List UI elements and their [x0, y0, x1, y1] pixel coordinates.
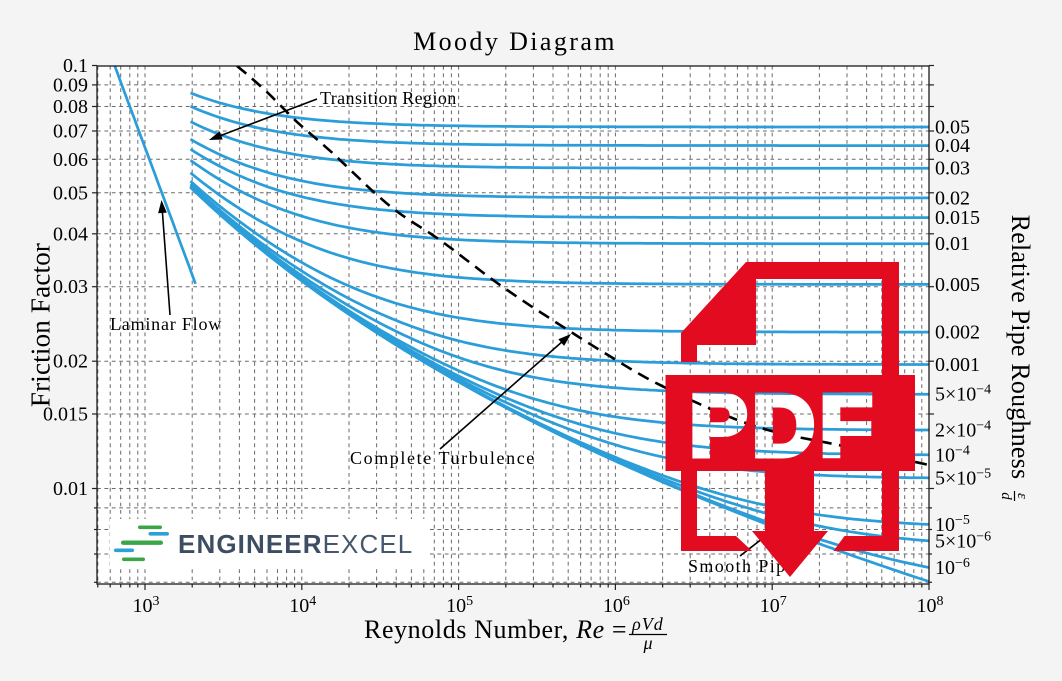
svg-text:0.04: 0.04 [53, 223, 88, 245]
svg-text:0.002: 0.002 [935, 322, 980, 344]
svg-text:Smooth Pipe: Smooth Pipe [688, 556, 796, 576]
svg-text:0.05: 0.05 [935, 117, 970, 139]
svg-text:μ: μ [642, 633, 652, 653]
svg-text:ENGINEEREXCEL: ENGINEEREXCEL [178, 529, 413, 559]
svg-text:0.015: 0.015 [935, 207, 980, 229]
svg-text:Complete Turbulence: Complete Turbulence [350, 448, 536, 468]
svg-text:ε: ε [1014, 493, 1030, 499]
svg-text:0.03: 0.03 [53, 276, 88, 298]
svg-text:0.001: 0.001 [935, 354, 980, 376]
svg-text:0.03: 0.03 [935, 158, 970, 180]
svg-text:0.005: 0.005 [935, 274, 980, 296]
svg-text:0.01: 0.01 [53, 478, 88, 500]
svg-text:Reynolds Number, Re =: Reynolds Number, Re = [364, 615, 627, 644]
svg-text:0.08: 0.08 [53, 96, 88, 118]
svg-text:ρVd: ρVd [631, 614, 664, 634]
svg-text:0.1: 0.1 [63, 55, 88, 77]
svg-text:0.04: 0.04 [935, 135, 970, 157]
svg-text:0.02: 0.02 [53, 351, 88, 373]
svg-text:Moody Diagram: Moody Diagram [413, 27, 617, 56]
svg-text:0.02: 0.02 [935, 187, 970, 209]
svg-text:Transition Region: Transition Region [320, 88, 457, 108]
svg-text:0.07: 0.07 [53, 121, 88, 143]
svg-text:0.01: 0.01 [935, 233, 970, 255]
svg-text:0.015: 0.015 [43, 404, 88, 426]
svg-text:Relative Pipe Roughness: Relative Pipe Roughness [1006, 215, 1035, 480]
svg-text:0.06: 0.06 [53, 149, 88, 171]
svg-text:Friction Factor: Friction Factor [26, 243, 56, 407]
svg-text:Laminar Flow: Laminar Flow [110, 314, 222, 334]
svg-text:0.09: 0.09 [53, 74, 88, 96]
svg-text:d: d [998, 492, 1014, 500]
svg-text:0.05: 0.05 [53, 182, 88, 204]
